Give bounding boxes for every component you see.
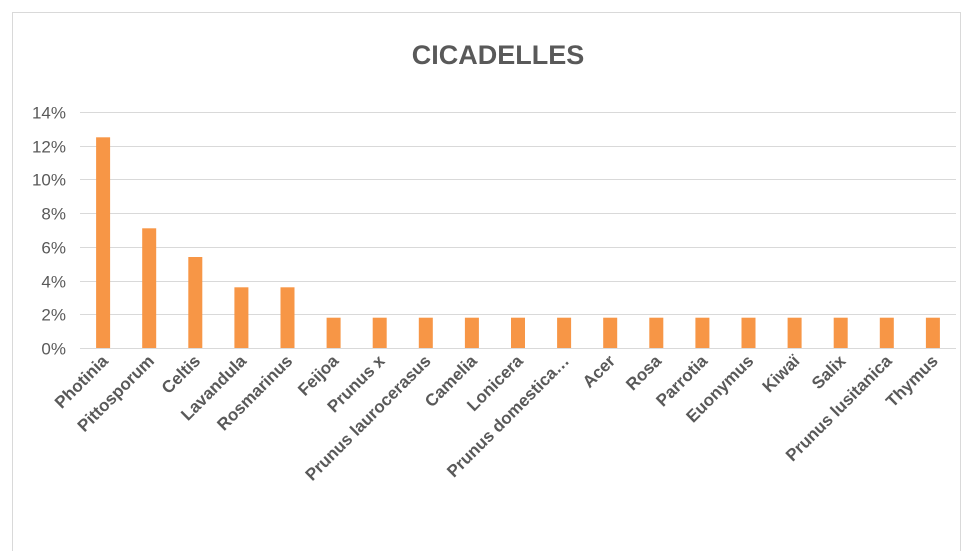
bar-pittosporum	[142, 228, 157, 348]
y-tick-label: 8%	[41, 205, 66, 224]
bar-lavandula	[234, 287, 249, 348]
x-tick-label: Acer	[579, 351, 619, 391]
bar-prunus-laurocerasus	[418, 317, 433, 348]
y-tick-label: 10%	[32, 171, 66, 190]
bar-euonymus	[741, 317, 756, 348]
bar-parrotia	[695, 317, 710, 348]
bar-rosa	[649, 317, 664, 348]
chart-title: CICADELLES	[412, 40, 585, 70]
x-tick-label: Rosa	[622, 351, 665, 394]
bar-kiwa	[787, 317, 802, 348]
x-tick-label: Salix	[808, 351, 850, 393]
y-tick-label: 4%	[41, 273, 66, 292]
y-tick-label: 6%	[41, 239, 66, 258]
x-tick-label: Thymus	[882, 351, 942, 411]
x-tick-label: Kiwaï	[759, 350, 805, 396]
bar-prunus-domestica	[557, 317, 572, 348]
bar-camelia	[464, 317, 479, 348]
y-tick-label: 12%	[32, 138, 66, 157]
bar-celtis	[188, 257, 203, 348]
bar-prunus-x	[372, 317, 387, 348]
y-axis-ticks: 0% 2% 4% 6% 8% 10% 12% 14%	[32, 104, 66, 359]
y-tick-label: 2%	[41, 306, 66, 325]
bar-acer	[603, 317, 618, 348]
y-tick-label: 14%	[32, 104, 66, 123]
bar-photinia	[96, 137, 111, 348]
bars	[96, 137, 940, 348]
gridlines	[80, 112, 956, 349]
bar-rosmarinus	[280, 287, 295, 348]
bar-thymus	[925, 317, 940, 348]
bar-salix	[833, 317, 848, 348]
y-tick-label: 0%	[41, 340, 66, 359]
bar-prunus-lusitanica	[879, 317, 894, 348]
bar-lonicera	[511, 317, 525, 348]
bar-feijoa	[326, 317, 341, 348]
